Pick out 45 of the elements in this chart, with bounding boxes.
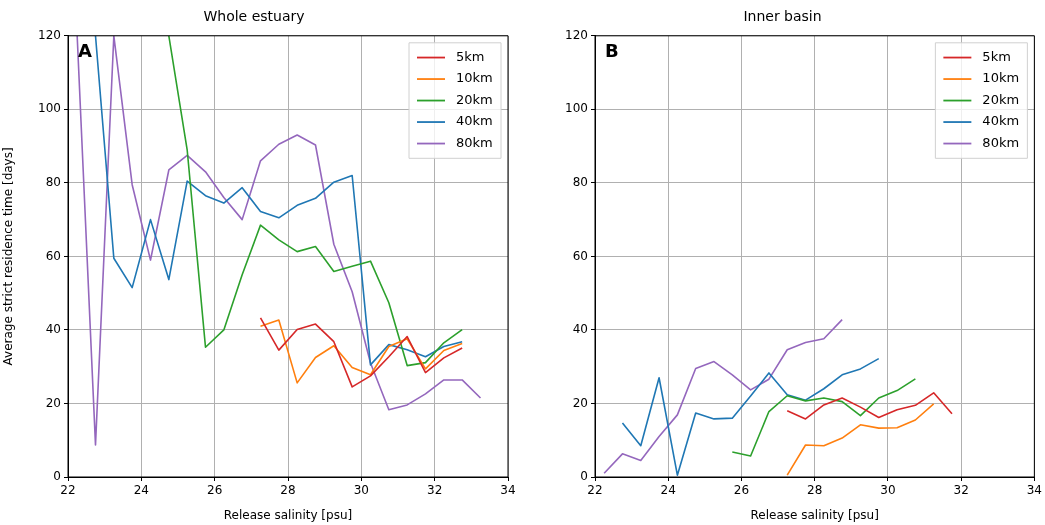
legend-label: 20km	[456, 91, 493, 107]
chart-title: Inner basin	[743, 8, 822, 25]
y-tick-label: 20	[572, 395, 588, 410]
x-tick-label: 30	[880, 483, 896, 498]
x-tick-label: 32	[427, 483, 443, 498]
legend-label: 40km	[982, 113, 1020, 129]
x-tick-label: 22	[587, 483, 603, 498]
x-tick-label: 24	[133, 483, 149, 498]
legend-label: 40km	[456, 113, 493, 129]
y-tick-label: 60	[572, 248, 588, 263]
legend-label: 20km	[982, 91, 1020, 107]
legend-label: 80km	[456, 134, 493, 150]
y-axis-title: Average strict residence time [days]	[1, 147, 16, 366]
annotation: B	[605, 40, 619, 62]
legend-label: 5km	[982, 48, 1011, 64]
legend-label: 5km	[456, 48, 485, 64]
y-tick-label: 40	[45, 322, 61, 337]
y-tick-label: 100	[565, 101, 588, 116]
y-tick-label: 0	[53, 469, 61, 484]
y-tick-label: 20	[45, 395, 61, 410]
x-tick-label: 28	[807, 483, 823, 498]
y-tick-label: 40	[572, 322, 588, 337]
y-tick-label: 80	[45, 174, 61, 189]
x-tick-label: 24	[660, 483, 676, 498]
x-tick-label: 30	[353, 483, 369, 498]
x-tick-label: 34	[1026, 483, 1043, 498]
chart-title: Whole estuary	[203, 8, 305, 25]
x-axis-title: Release salinity [psu]	[223, 507, 353, 522]
y-tick-label: 60	[45, 248, 61, 263]
x-tick-label: 28	[280, 483, 296, 498]
x-tick-label: 22	[60, 483, 76, 498]
y-tick-label: 80	[572, 174, 588, 189]
legend-label: 10km	[456, 70, 493, 86]
annotation: A	[78, 40, 92, 62]
legend-label: 10km	[982, 70, 1020, 86]
y-tick-label: 0	[580, 469, 588, 484]
legend-label: 80km	[982, 134, 1020, 150]
y-tick-label: 120	[565, 27, 588, 42]
x-axis-title: Release salinity [psu]	[750, 507, 879, 522]
y-tick-label: 120	[38, 27, 61, 42]
x-tick-label: 26	[207, 483, 223, 498]
x-tick-label: 26	[733, 483, 750, 498]
y-tick-label: 100	[38, 101, 61, 116]
x-tick-label: 32	[953, 483, 969, 498]
x-tick-label: 34	[500, 483, 516, 498]
